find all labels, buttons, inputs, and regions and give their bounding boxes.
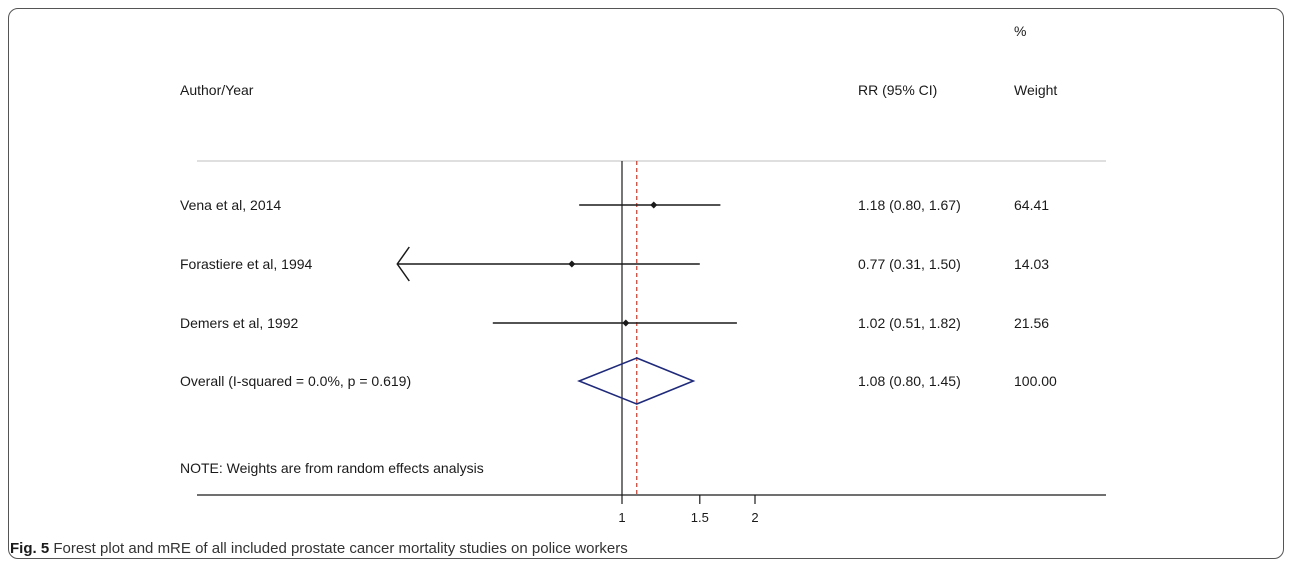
- figure-frame: [8, 8, 1284, 559]
- overall-rr-text: 1.08 (0.80, 1.45): [858, 373, 961, 389]
- ci-arrow-left: [396, 246, 410, 282]
- point-estimate: [650, 201, 658, 209]
- figure-caption: Fig. 5 Forest plot and mRE of all includ…: [10, 540, 628, 557]
- study-label: Forastiere et al, 1994: [180, 256, 313, 272]
- weight-column-header: Weight: [1014, 82, 1057, 98]
- point-estimate: [568, 260, 576, 268]
- caption-text: Forest plot and mRE of all included pros…: [49, 540, 628, 557]
- rr-column-header: RR (95% CI): [858, 82, 937, 98]
- weight-header-percent: %: [1014, 23, 1026, 39]
- weights-note: NOTE: Weights are from random effects an…: [180, 460, 484, 476]
- study-rr-text: 0.77 (0.31, 1.50): [858, 256, 961, 272]
- figure-label: Fig. 5: [10, 540, 50, 557]
- study-rr-text: 1.02 (0.51, 1.82): [858, 315, 961, 331]
- study-column-header: Author/Year: [180, 82, 254, 98]
- x-tick-label: 1: [618, 510, 625, 525]
- study-weight: 21.56: [1014, 315, 1049, 331]
- x-tick-label: 1.5: [691, 510, 709, 525]
- point-estimate: [622, 319, 630, 327]
- study-weight: 14.03: [1014, 256, 1049, 272]
- x-tick-label: 2: [751, 510, 758, 525]
- study-label: Vena et al, 2014: [180, 197, 281, 213]
- study-rr-text: 1.18 (0.80, 1.67): [858, 197, 961, 213]
- overall-weight: 100.00: [1014, 373, 1057, 389]
- overall-diamond: [577, 357, 696, 405]
- study-weight: 64.41: [1014, 197, 1049, 213]
- overall-label: Overall (I-squared = 0.0%, p = 0.619): [180, 373, 411, 389]
- study-label: Demers et al, 1992: [180, 315, 298, 331]
